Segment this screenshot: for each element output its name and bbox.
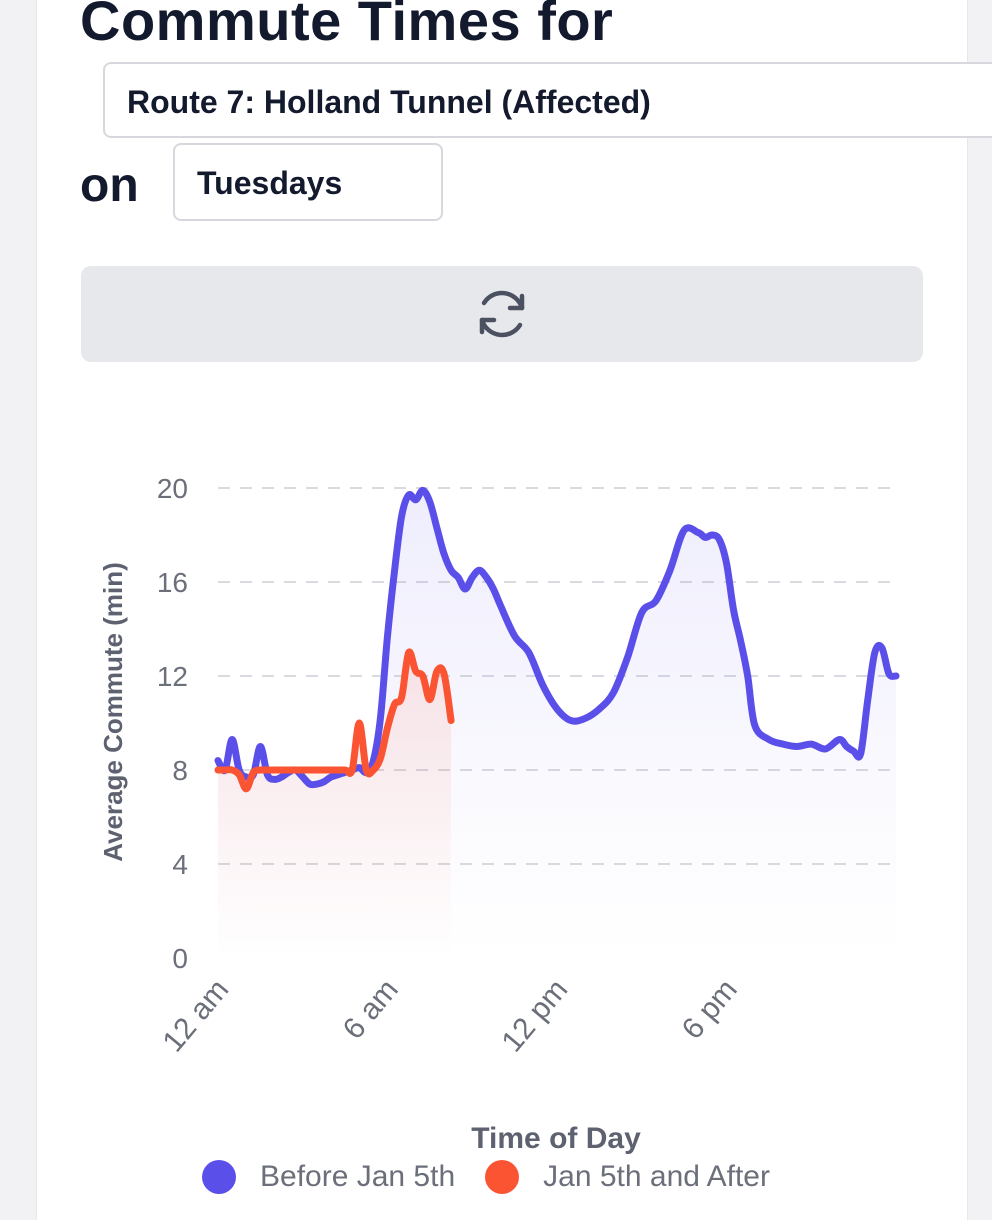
series-line-before-jan-5th <box>214 486 900 789</box>
legend-dot-before-icon <box>202 1160 236 1194</box>
x-tick-label: 12 pm <box>495 973 574 1058</box>
refresh-button[interactable] <box>81 266 923 362</box>
y-tick-label: 16 <box>157 567 188 598</box>
legend-dot-after-icon <box>485 1160 520 1194</box>
series-line-jan-5th-and-after <box>214 648 455 793</box>
y-tick-labels: 0 4 8 12 16 20 <box>157 473 188 974</box>
x-tick-labels: 12 am 6 am 12 pm 6 pm <box>156 973 743 1058</box>
y-axis-title: Average Commute (min) <box>98 562 128 862</box>
y-tick-label: 0 <box>172 943 188 974</box>
x-tick-label: 12 am <box>156 973 235 1058</box>
legend-item-after[interactable]: Jan 5th and After <box>485 1160 770 1194</box>
legend-label-before: Before Jan 5th <box>260 1160 456 1193</box>
x-tick-label: 6 pm <box>676 973 744 1045</box>
x-tick-label: 6 am <box>337 973 405 1045</box>
y-tick-label: 20 <box>157 473 188 504</box>
legend-label-after: Jan 5th and After <box>543 1160 770 1193</box>
y-tick-label: 8 <box>172 755 188 786</box>
x-axis-title: Time of Day <box>471 1122 641 1155</box>
legend-item-before[interactable]: Before Jan 5th <box>202 1160 455 1194</box>
y-tick-label: 12 <box>157 661 188 692</box>
series-area-jan-5th-and-after <box>218 651 452 958</box>
page-title: Commute Times for <box>80 0 614 52</box>
y-tick-label: 4 <box>172 849 188 880</box>
chart-legend: Before Jan 5th Jan 5th and After <box>202 1160 800 1194</box>
day-select[interactable]: Tuesdays <box>173 143 443 221</box>
route-select[interactable]: Route 7: Holland Tunnel (Affected) <box>103 62 992 138</box>
refresh-icon <box>479 290 525 338</box>
on-label: on <box>80 159 139 212</box>
